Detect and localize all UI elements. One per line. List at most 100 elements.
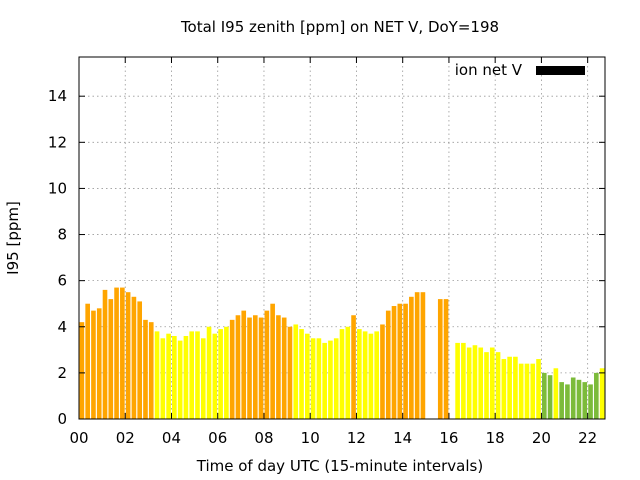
bars	[79, 287, 605, 419]
bar	[148, 322, 154, 419]
bar	[91, 310, 96, 419]
bar	[507, 356, 512, 419]
y-tick-label: 14	[48, 87, 67, 105]
bar	[258, 317, 264, 419]
bar	[316, 338, 322, 419]
bar	[582, 382, 588, 419]
bar	[495, 352, 501, 419]
bar	[380, 324, 385, 419]
bar	[212, 333, 218, 419]
y-ticks: 0 2 4 6 8 10 12 14	[48, 87, 605, 428]
bar	[177, 340, 183, 419]
bar	[102, 289, 108, 419]
bar	[281, 317, 287, 419]
x-tick-label: 12	[347, 429, 366, 447]
bar	[461, 342, 466, 419]
bar	[206, 326, 212, 419]
legend-swatch	[536, 66, 585, 75]
plot-frame	[78, 56, 606, 420]
bar	[403, 303, 408, 419]
bar	[200, 338, 206, 419]
bar	[137, 301, 143, 419]
bar	[264, 310, 270, 419]
bar	[125, 292, 131, 419]
y-tick-label: 10	[48, 179, 67, 197]
bar	[501, 359, 507, 419]
bar	[310, 338, 316, 419]
bar	[114, 287, 119, 419]
y-tick-label: 0	[57, 410, 67, 428]
bar	[362, 331, 368, 419]
bar	[357, 329, 362, 419]
x-tick-label: 10	[301, 429, 320, 447]
bar	[420, 292, 426, 419]
bar	[536, 359, 541, 419]
x-tick-label: 08	[254, 429, 273, 447]
bar	[293, 324, 299, 419]
bar	[166, 333, 171, 419]
bar	[79, 322, 85, 419]
bar	[183, 335, 189, 419]
y-tick-label: 6	[57, 272, 67, 290]
bar	[299, 329, 304, 419]
bar	[518, 363, 524, 419]
chart-title: Total I95 zenith [ppm] on NET V, DoY=198	[180, 18, 499, 36]
x-tick-label: 02	[116, 429, 135, 447]
bar	[235, 315, 241, 419]
bar	[553, 368, 559, 419]
bar	[252, 315, 258, 419]
x-ticks: 00 02 04 06 08 10 12 14 16 18 20 22	[69, 57, 597, 447]
bar	[131, 296, 137, 419]
x-tick-label: 20	[532, 429, 551, 447]
x-axis-label: Time of day UTC (15-minute intervals)	[196, 457, 483, 475]
bar	[565, 384, 570, 419]
bar	[160, 338, 166, 419]
bar	[287, 326, 293, 419]
bar	[154, 331, 160, 419]
x-tick-label: 18	[486, 429, 505, 447]
bar	[96, 308, 102, 419]
bar	[339, 329, 345, 419]
bar	[570, 377, 576, 419]
bar	[241, 310, 247, 419]
bar	[328, 340, 333, 419]
bar	[385, 310, 391, 419]
bar	[224, 326, 229, 419]
bar	[530, 363, 536, 419]
bar	[409, 296, 414, 419]
bar	[368, 333, 374, 419]
bar	[229, 319, 235, 419]
bar	[333, 338, 339, 419]
bar	[322, 342, 327, 419]
bar	[397, 303, 403, 419]
bar	[466, 347, 472, 419]
bar	[218, 329, 223, 419]
x-tick-label: 06	[208, 429, 227, 447]
bar	[547, 375, 553, 419]
bar	[489, 347, 495, 419]
bar	[143, 319, 148, 419]
bar	[351, 315, 356, 419]
y-tick-label: 4	[57, 318, 67, 336]
bar	[270, 303, 275, 419]
x-tick-label: 00	[69, 429, 88, 447]
bar	[345, 326, 351, 419]
bar	[484, 352, 489, 419]
bar	[391, 306, 397, 419]
bar	[478, 347, 484, 419]
bar	[599, 368, 605, 419]
bar	[455, 342, 460, 419]
bar	[189, 331, 195, 419]
x-tick-label: 04	[162, 429, 181, 447]
bar	[120, 287, 125, 419]
legend-label: ion net V	[455, 61, 523, 79]
bar	[414, 292, 420, 419]
x-tick-label: 14	[393, 429, 412, 447]
bar	[305, 333, 310, 419]
bar	[108, 299, 114, 419]
bar	[195, 331, 200, 419]
bar	[247, 317, 252, 419]
bar	[85, 303, 90, 419]
y-tick-label: 12	[48, 133, 67, 151]
